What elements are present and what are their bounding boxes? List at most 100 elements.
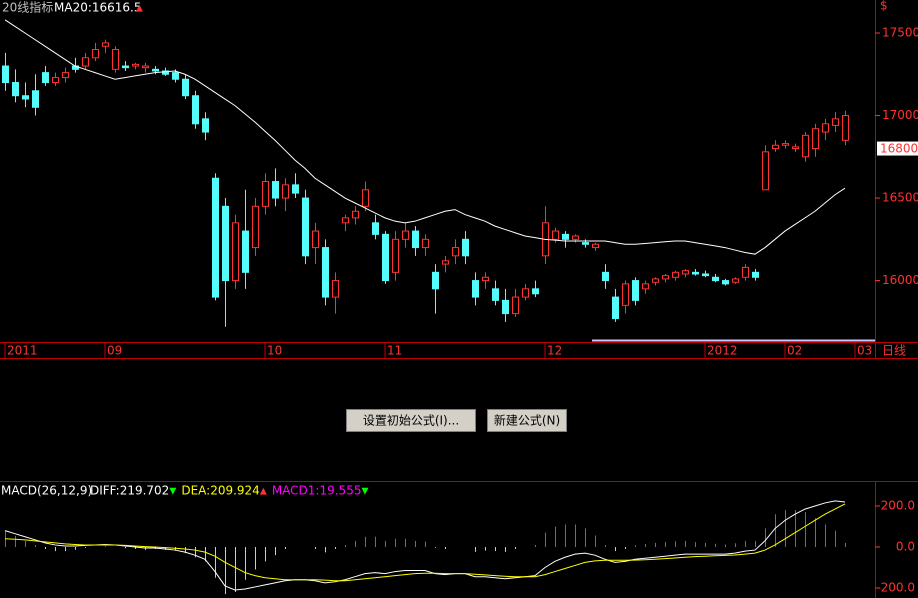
candle-body <box>292 184 299 194</box>
y-tick-label: -200.0 <box>876 580 915 594</box>
candle-body <box>112 49 119 70</box>
candle-body <box>352 210 359 219</box>
candle-body <box>722 280 729 285</box>
candle-body <box>262 181 269 207</box>
candle-body <box>432 271 439 290</box>
ma-arrow: ▲ <box>136 4 143 14</box>
legend-arrow: ▲ <box>260 487 267 497</box>
candle-body <box>742 266 749 278</box>
candle-body <box>842 115 849 141</box>
candle-body <box>482 276 489 282</box>
candle-body <box>762 151 769 191</box>
legend-arrow: ▼ <box>361 487 368 497</box>
ma-value: MA20:16616.5 <box>54 1 142 15</box>
candle-body <box>812 128 819 150</box>
candle-body <box>622 283 629 306</box>
x-tick-label: 12 <box>547 344 562 358</box>
legend-value: DEA:209.924 <box>181 484 260 498</box>
x-tick-label: 2011 <box>7 344 38 358</box>
candle-body <box>582 242 589 245</box>
candle-body <box>512 296 519 315</box>
button-face[interactable] <box>487 409 567 432</box>
candle-body <box>592 243 599 249</box>
candle-body <box>832 118 839 126</box>
candle-body <box>362 189 369 207</box>
button-new-formula[interactable]: 新建公式(N) <box>487 409 567 432</box>
candle-body <box>402 230 409 240</box>
candle-body <box>412 230 419 249</box>
candle-body <box>382 233 389 282</box>
x-tick-label: 2012 <box>707 344 738 358</box>
candle-body <box>152 68 159 72</box>
indicator-name: 20线指标 <box>2 0 53 15</box>
candle-body <box>202 118 209 133</box>
candle-body <box>392 238 399 273</box>
candle-body <box>712 276 719 282</box>
button-label[interactable]: 设置初始公式(I)... <box>363 414 459 428</box>
candle-body <box>752 271 759 278</box>
candle-body <box>222 205 229 282</box>
candle-body <box>92 49 99 59</box>
candle-body <box>462 238 469 257</box>
candle-body <box>782 143 789 146</box>
candle-body <box>142 65 149 69</box>
candle-body <box>632 280 639 301</box>
candle-body <box>692 271 699 275</box>
button-init-formula[interactable]: 设置初始公式(I)... <box>346 409 476 432</box>
candle-body <box>22 95 29 100</box>
x-tick-label: 10 <box>267 344 282 358</box>
candle-body <box>662 275 669 280</box>
candle-body <box>532 288 539 295</box>
candle-body <box>192 95 199 125</box>
candle-body <box>562 233 569 240</box>
candle-body <box>322 247 329 298</box>
candle-body <box>302 197 309 257</box>
candle-body <box>82 57 89 67</box>
candle-body <box>122 65 129 69</box>
candle-body <box>732 278 739 283</box>
candle-body <box>212 177 219 298</box>
x-tick-label: 03 <box>857 344 872 358</box>
price-label: 16800 <box>880 142 918 156</box>
candle-body <box>162 70 169 75</box>
candle-body <box>492 288 499 301</box>
button-face[interactable] <box>346 409 476 432</box>
candle-body <box>802 134 809 158</box>
candle-body <box>642 283 649 290</box>
x-tick-label: 02 <box>787 344 802 358</box>
candle-body <box>502 299 509 315</box>
candle-body <box>792 146 799 150</box>
candle-body <box>372 222 379 235</box>
candle-body <box>442 260 449 265</box>
candle-body <box>252 205 259 249</box>
price-label-box <box>877 141 918 156</box>
candle-body <box>652 278 659 283</box>
candle-body <box>612 296 619 320</box>
button-label[interactable]: 新建公式(N) <box>494 413 560 428</box>
candle-body <box>672 271 679 278</box>
candle-body <box>102 42 109 47</box>
x-tick-label: 09 <box>107 344 122 358</box>
corner-mark: $ <box>880 0 888 13</box>
y-tick-label: 16000 <box>882 273 918 287</box>
legend-arrow: ▼ <box>169 487 176 497</box>
candle-body <box>772 144 779 150</box>
candle-body <box>572 235 579 240</box>
candle-body <box>2 65 9 84</box>
y-tick-label: 17500 <box>882 26 918 40</box>
candle-body <box>552 230 559 240</box>
candle-body <box>422 238 429 249</box>
candle-body <box>822 123 829 133</box>
legend-value: MACD1:19.555 <box>272 484 362 498</box>
period-label: 日线 <box>882 344 906 358</box>
candle-body <box>472 280 479 298</box>
candle-body <box>62 72 69 79</box>
candle-body <box>272 181 279 199</box>
candle-body <box>242 230 249 273</box>
macd-line <box>4 500 846 591</box>
y-tick-label: 17000 <box>882 108 918 122</box>
macd-line <box>4 503 846 582</box>
